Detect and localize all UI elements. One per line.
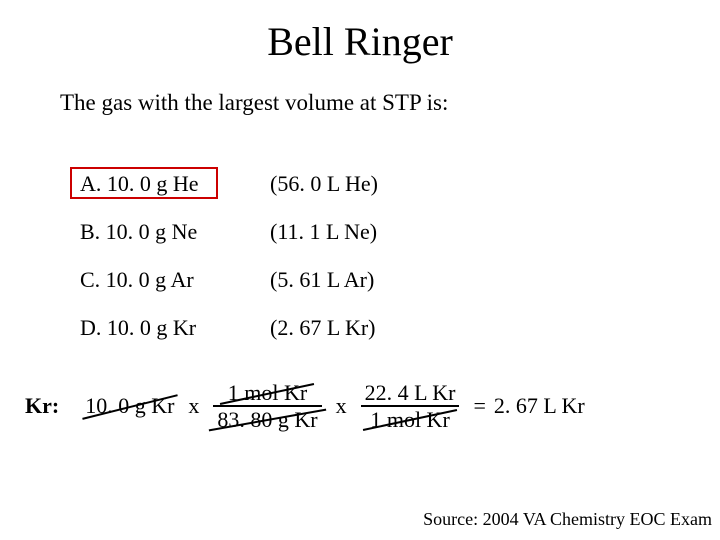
equals-symbol: = [473, 393, 485, 419]
calc-result: 2. 67 L Kr [494, 393, 585, 419]
option-row: C. 10. 0 g Ar (5. 61 L Ar) [80, 266, 378, 294]
fraction-2: 22. 4 L Kr 1 mol Kr [361, 380, 460, 432]
fraction-denominator: 83. 80 g Kr [213, 407, 321, 432]
option-answer: (2. 67 L Kr) [270, 315, 376, 341]
option-label: D. 10. 0 g Kr [80, 315, 230, 341]
times-symbol: x [336, 393, 347, 419]
fraction-denominator: 1 mol Kr [366, 407, 453, 432]
options-list: A. 10. 0 g He (56. 0 L He) B. 10. 0 g Ne… [80, 170, 378, 362]
highlight-box [70, 167, 218, 199]
option-label: B. 10. 0 g Ne [80, 219, 230, 245]
option-answer: (5. 61 L Ar) [270, 267, 374, 293]
slide: Bell Ringer The gas with the largest vol… [0, 0, 720, 540]
option-row: B. 10. 0 g Ne (11. 1 L Ne) [80, 218, 378, 246]
question-text: The gas with the largest volume at STP i… [60, 90, 448, 116]
calculation-row: Kr: 10. 0 g Kr x 1 mol Kr 83. 80 g Kr x … [25, 380, 585, 432]
option-answer: (56. 0 L He) [270, 171, 378, 197]
fraction-numerator: 1 mol Kr [224, 380, 311, 405]
fraction-1: 1 mol Kr 83. 80 g Kr [213, 380, 321, 432]
calc-start-term: 10. 0 g Kr [85, 393, 174, 419]
option-row: D. 10. 0 g Kr (2. 67 L Kr) [80, 314, 378, 342]
option-label: A. 10. 0 g He [80, 171, 230, 197]
source-citation: Source: 2004 VA Chemistry EOC Exam [423, 509, 712, 530]
option-label: C. 10. 0 g Ar [80, 267, 230, 293]
option-row: A. 10. 0 g He (56. 0 L He) [80, 170, 378, 198]
option-answer: (11. 1 L Ne) [270, 219, 377, 245]
fraction-numerator: 22. 4 L Kr [361, 380, 460, 405]
slide-title: Bell Ringer [0, 18, 720, 65]
times-symbol: x [188, 393, 199, 419]
calc-element-label: Kr: [25, 393, 59, 419]
